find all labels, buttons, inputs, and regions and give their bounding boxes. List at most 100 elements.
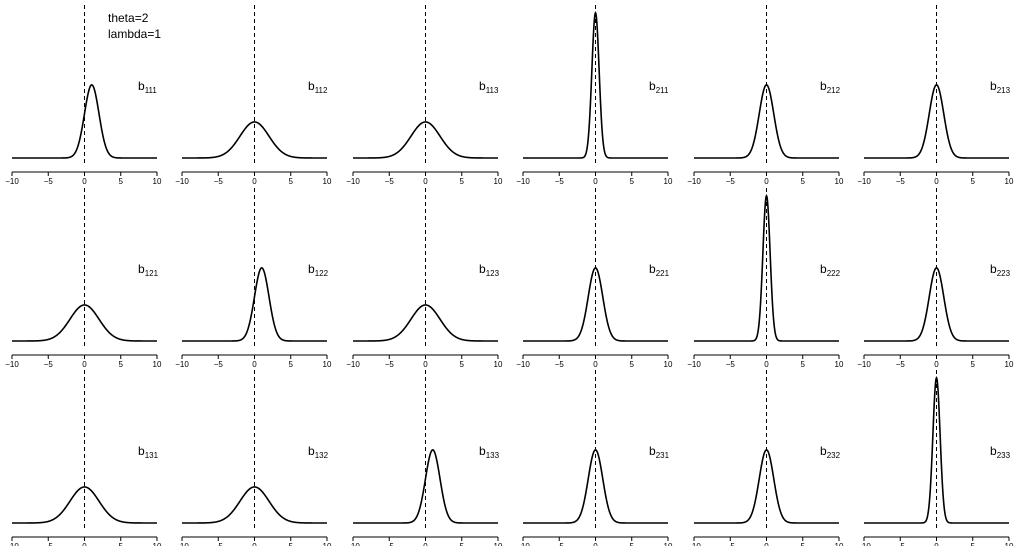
x-tick-label: −10 (5, 360, 19, 369)
panel-label-subscript: 221 (656, 269, 670, 278)
panel-label-main: b (820, 262, 827, 276)
x-tick-label: −10 (175, 177, 189, 186)
panel-label-subscript: 222 (827, 269, 841, 278)
panel-label-subscript: 131 (145, 451, 159, 460)
panel-label-main: b (990, 262, 997, 276)
x-tick-label: −10 (5, 542, 19, 546)
x-tick-label: −10 (346, 360, 360, 369)
x-tick-label: 5 (971, 360, 976, 369)
x-tick-label: 10 (1005, 177, 1014, 186)
panel-label: b111 (138, 79, 157, 95)
x-tick-label: 0 (934, 542, 939, 546)
x-tick-label: 5 (630, 177, 635, 186)
x-tick-label: −5 (385, 542, 395, 546)
x-tick-label: 5 (460, 177, 465, 186)
x-tick-label: −5 (44, 360, 54, 369)
panel-label: b221 (649, 262, 670, 278)
panel-label-main: b (820, 79, 827, 93)
panel-b231: −10 −5 0 5 10 b231 (516, 370, 673, 546)
panel-label: b231 (649, 444, 670, 460)
panel-b212: −10 −5 0 5 10 b212 (687, 5, 844, 186)
panel-label: b113 (479, 79, 499, 95)
x-tick-label: 5 (119, 542, 124, 546)
panel-label: b212 (820, 79, 841, 95)
x-tick-label: 5 (289, 177, 294, 186)
panel-label-subscript: 132 (315, 451, 329, 460)
x-tick-label: 10 (664, 360, 673, 369)
x-tick-label: −10 (516, 542, 530, 546)
x-tick-label: 0 (934, 360, 939, 369)
x-tick-label: −10 (857, 177, 871, 186)
panel-b132: −10 −5 0 5 10 b132 (175, 370, 332, 546)
panel-label-main: b (308, 262, 315, 276)
x-tick-label: 0 (593, 177, 598, 186)
x-tick-label: 5 (460, 360, 465, 369)
x-tick-label: 10 (664, 177, 673, 186)
panel-b123: −10 −5 0 5 10 b123 (346, 188, 503, 369)
panel-label: b211 (649, 79, 669, 95)
panel-label-subscript: 113 (486, 86, 499, 95)
x-tick-label: −5 (555, 542, 565, 546)
x-tick-label: −5 (385, 360, 395, 369)
x-tick-label: 0 (252, 542, 257, 546)
panel-label-subscript: 112 (315, 86, 328, 95)
x-tick-label: 10 (664, 542, 673, 546)
x-tick-label: 0 (423, 177, 428, 186)
x-tick-label: 10 (494, 542, 503, 546)
panel-b113: −10 −5 0 5 10 b113 (346, 5, 503, 186)
panel-label-main: b (479, 444, 486, 458)
x-tick-label: −10 (175, 542, 189, 546)
x-tick-label: −10 (687, 542, 701, 546)
x-tick-label: 5 (971, 177, 976, 186)
panel-label-subscript: 133 (486, 451, 500, 460)
x-tick-label: 0 (764, 177, 769, 186)
panel-b111: −10 −5 0 5 10 b111 (5, 5, 162, 186)
x-tick-label: −5 (555, 177, 565, 186)
panel-label-subscript: 123 (486, 269, 500, 278)
x-tick-label: −5 (896, 177, 906, 186)
density-curve (353, 121, 498, 159)
panel-b211: −10 −5 0 5 10 b211 (516, 5, 673, 186)
x-tick-label: −5 (214, 360, 224, 369)
panel-label-main: b (990, 444, 997, 458)
panel-b221: −10 −5 0 5 10 b221 (516, 188, 673, 369)
x-tick-label: −10 (346, 542, 360, 546)
x-tick-label: 5 (119, 360, 124, 369)
x-tick-label: 5 (289, 360, 294, 369)
x-tick-label: −10 (857, 542, 871, 546)
x-tick-label: −5 (44, 542, 54, 546)
panel-label-subscript: 233 (997, 451, 1011, 460)
panel-label-main: b (308, 79, 315, 93)
density-curve (182, 486, 327, 524)
x-tick-label: −10 (516, 177, 530, 186)
panel-label: b131 (138, 444, 159, 460)
panel-label-subscript: 232 (827, 451, 841, 460)
x-tick-label: −5 (726, 542, 736, 546)
density-curve (353, 304, 498, 342)
panel-label-subscript: 111 (145, 86, 158, 95)
panel-b121: −10 −5 0 5 10 b121 (5, 188, 162, 369)
x-tick-label: 5 (801, 177, 806, 186)
x-tick-label: −5 (385, 177, 395, 186)
panel-label-subscript: 213 (997, 86, 1011, 95)
panel-b122: −10 −5 0 5 10 b122 (175, 188, 332, 369)
panel-label: b121 (138, 262, 159, 278)
x-tick-label: −5 (44, 177, 54, 186)
x-tick-label: 5 (119, 177, 124, 186)
x-tick-label: −5 (726, 360, 736, 369)
panel-b133: −10 −5 0 5 10 b133 (346, 370, 503, 546)
panel-label: b123 (479, 262, 500, 278)
x-tick-label: 0 (764, 360, 769, 369)
x-tick-label: −5 (726, 177, 736, 186)
x-tick-label: −10 (687, 360, 701, 369)
density-curve (864, 84, 1009, 159)
x-tick-label: −10 (857, 360, 871, 369)
x-tick-label: 5 (630, 360, 635, 369)
density-curve (353, 449, 498, 524)
panel-label-main: b (990, 79, 997, 93)
density-curve (12, 84, 157, 159)
panel-label: b133 (479, 444, 500, 460)
panel-label-subscript: 223 (997, 269, 1011, 278)
